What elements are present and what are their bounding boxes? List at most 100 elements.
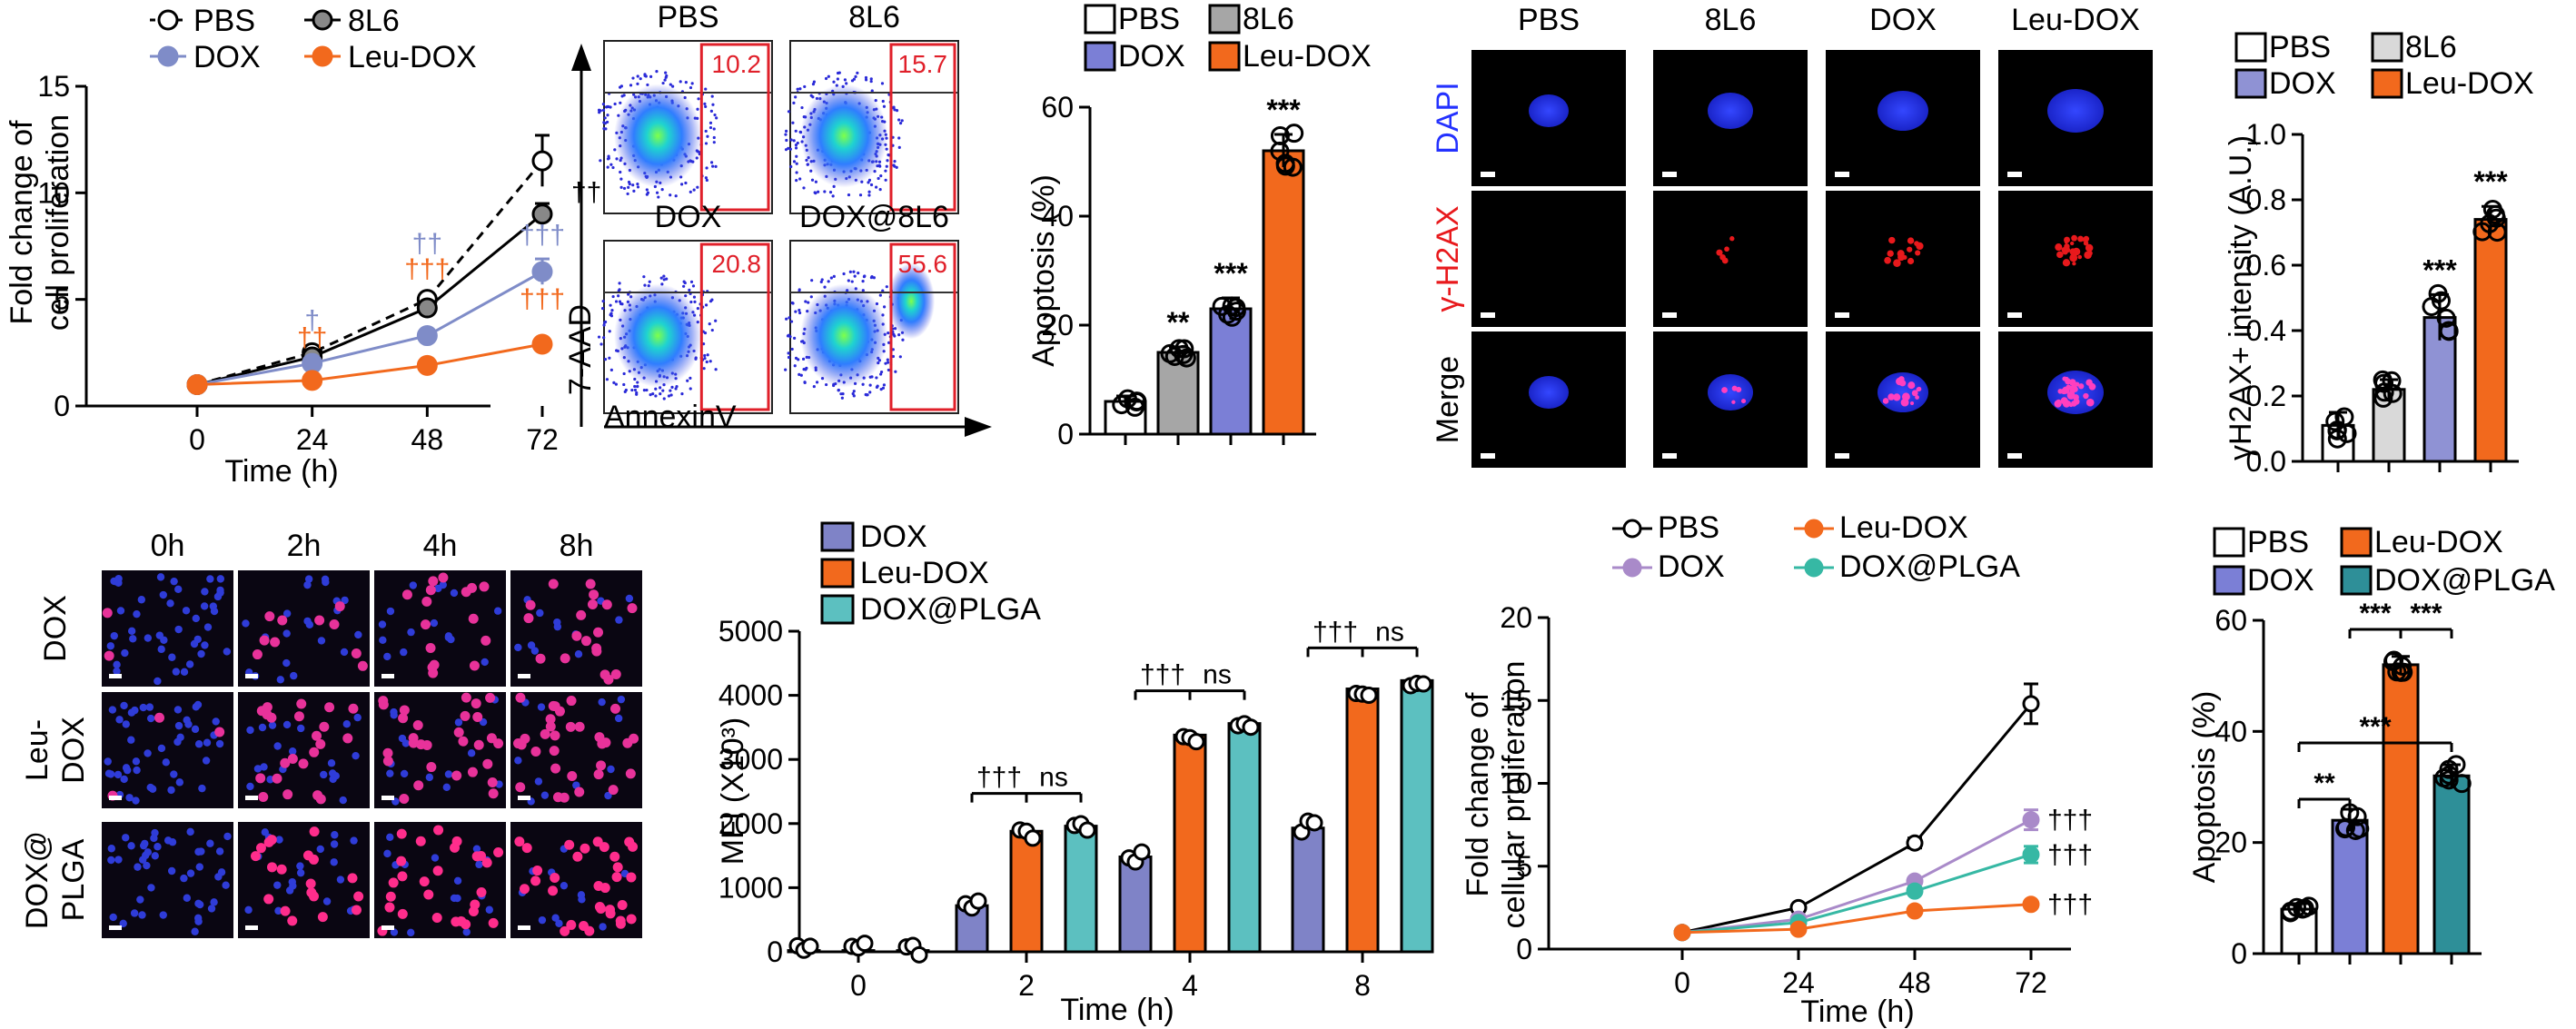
flow-event-dot: [680, 183, 684, 186]
dox-signal: [415, 836, 426, 846]
flow-event-dot: [708, 121, 713, 124]
flow-event-dot: [626, 192, 629, 196]
cell-nucleus: [114, 770, 123, 779]
cell-nucleus: [296, 862, 304, 870]
dox-signal: [560, 653, 570, 664]
scale-bar: [1835, 172, 1849, 177]
flow-event-dot: [803, 381, 807, 384]
flow-event-dot: [636, 185, 640, 189]
data-point-Leu-DOX: [186, 374, 208, 396]
flow-event-dot: [696, 306, 699, 311]
dox-signal: [515, 782, 526, 793]
data-point-DOX: [531, 261, 553, 282]
dox-signal: [413, 780, 424, 791]
cell-nucleus: [246, 726, 254, 735]
dox-signal: [605, 905, 616, 915]
dox-signal: [102, 608, 113, 618]
flow-event-dot: [792, 160, 797, 163]
dox-signal: [560, 925, 570, 936]
legend-label: 8L6: [348, 4, 400, 38]
replicate-point: [1283, 157, 1303, 177]
dox-signal: [600, 737, 611, 748]
h2ax-foci: [1887, 250, 1894, 257]
flow-event-dot: [629, 84, 633, 87]
legend-label: Leu-DOX: [348, 40, 477, 74]
flow-event-dot: [828, 191, 833, 194]
h2ax-foci: [1740, 399, 1747, 404]
cell-nucleus: [197, 649, 205, 658]
flow-event-dot: [793, 336, 797, 340]
cell-nucleus: [560, 881, 569, 890]
flow-event-dot: [636, 82, 639, 85]
image-row-label: γ-H2AX: [1431, 205, 1465, 312]
cell-nucleus: [386, 833, 394, 841]
cell-nucleus: [253, 765, 263, 773]
flow-event-dot: [823, 190, 827, 193]
cell-nucleus: [104, 757, 112, 766]
flow-event-dot: [798, 372, 801, 376]
cell-nucleus: [336, 876, 345, 884]
cell-nucleus: [617, 695, 626, 704]
dox-signal: [277, 615, 288, 626]
h2ax-foci: [1721, 387, 1728, 393]
bar-Leu-DOX: [1173, 733, 1207, 954]
comparison-label: ***: [2359, 712, 2391, 742]
dox-signal: [428, 576, 439, 587]
flow-event-dot: [869, 183, 874, 187]
flow-event-dot: [809, 94, 813, 97]
cell-nucleus: [106, 642, 115, 650]
dox-signal: [431, 912, 442, 923]
dox-signal: [567, 771, 578, 782]
data-point-PBS: [1906, 834, 1924, 852]
cell-nucleus: [551, 914, 560, 922]
flow-event-dot: [866, 393, 869, 397]
panel-h-proliferation-chart: 0 5 10 15 20 Fold change of cellular prolifera…: [1461, 510, 2093, 1029]
flow-event-dot: [670, 385, 674, 389]
scale-bar: [245, 674, 258, 678]
h2ax-foci: [1915, 395, 1919, 400]
dox-signal: [421, 619, 431, 630]
cell-nucleus: [598, 698, 606, 707]
cell-nucleus: [154, 843, 162, 851]
replicate-point: [801, 937, 819, 955]
flow-event-dot: [603, 116, 607, 120]
h2ax-foci: [1916, 387, 1920, 391]
replicate-point: [1117, 389, 1137, 409]
cell-nucleus: [223, 832, 232, 841]
cell-nucleus: [145, 703, 154, 711]
cell-nucleus: [203, 738, 212, 747]
flow-event-dot: [796, 87, 799, 91]
flow-gate-percentage: 10.2: [712, 50, 762, 78]
dox-signal: [515, 692, 526, 703]
flow-event-dot: [886, 159, 889, 163]
dox-signal: [324, 702, 335, 713]
micrograph-tile: [1471, 191, 1626, 327]
flow-event-dot: [827, 280, 830, 283]
flow-event-dot: [802, 186, 806, 190]
cell-nucleus: [276, 676, 285, 684]
dox-signal: [276, 864, 287, 875]
cell-nucleus: [303, 580, 312, 589]
cell-nucleus: [290, 671, 298, 680]
flow-event-dot: [704, 176, 708, 180]
image-row-label: DAPI: [1431, 82, 1465, 153]
dox-signal: [574, 787, 585, 797]
cell-nucleus: [201, 641, 209, 649]
dox-signal: [315, 794, 326, 805]
dox-signal: [280, 757, 291, 768]
dox-signal: [399, 705, 410, 716]
image-column-title: DOX: [1869, 3, 1937, 37]
dox-signal: [603, 674, 614, 685]
dox-signal: [461, 919, 471, 930]
cell-nucleus: [154, 677, 162, 686]
flow-event-dot: [819, 280, 823, 284]
dox-signal: [488, 788, 499, 799]
cell-nucleus: [185, 660, 194, 668]
cell-nucleus: [527, 641, 536, 649]
flow-event-dot: [857, 271, 860, 275]
flow-event-dot: [795, 179, 798, 183]
cell-nucleus: [390, 928, 399, 936]
h2ax-foci: [1882, 398, 1889, 404]
legend-label: DOX@PLGA: [2374, 563, 2555, 598]
cell-nucleus: [407, 628, 415, 637]
